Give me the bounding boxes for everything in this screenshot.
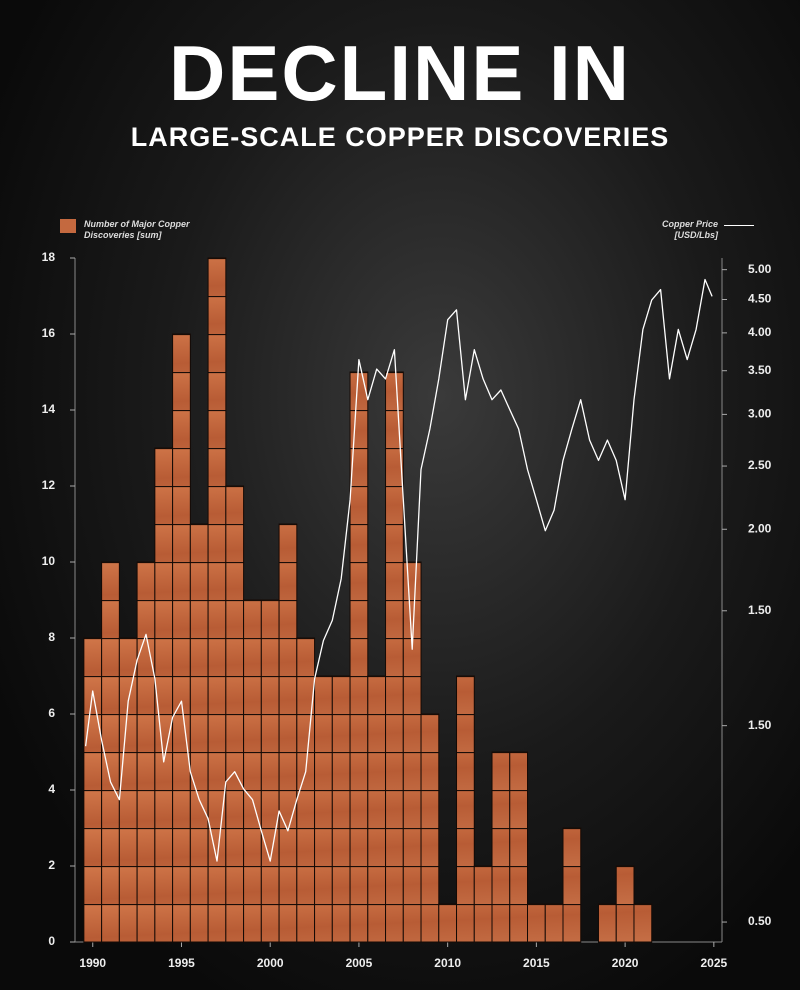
bar: [314, 675, 333, 943]
bar: [172, 333, 191, 943]
y2-tick-label: 3.50: [748, 363, 772, 377]
bar: [491, 751, 511, 943]
y2-tick-label: 3.00: [748, 407, 772, 421]
y2-tick-label: 1.50: [748, 603, 772, 617]
y2-tick-label: 4.50: [748, 292, 772, 306]
bar: [154, 447, 174, 943]
bar: [544, 903, 564, 943]
x-tick-label: 2005: [346, 956, 373, 970]
x-tick-label: 2015: [523, 956, 550, 970]
chart-title: DECLINE IN: [168, 29, 632, 117]
bar: [136, 561, 156, 943]
bar: [83, 637, 103, 943]
bar: [633, 903, 653, 943]
y-tick-label: 10: [42, 554, 56, 568]
y-tick-label: 4: [48, 782, 55, 796]
bar: [189, 523, 209, 943]
y-tick-label: 14: [42, 402, 56, 416]
price-line: [84, 278, 713, 862]
bar: [243, 599, 262, 943]
y2-tick-label: 2.00: [748, 521, 772, 535]
x-tick-label: 2010: [434, 956, 461, 970]
y2-tick-label: 0.50: [748, 914, 772, 928]
bar: [420, 713, 440, 943]
x-tick-label: 1990: [79, 956, 106, 970]
legend-swatch: [60, 219, 76, 233]
bar: [527, 903, 546, 943]
bar: [367, 675, 387, 943]
y2-tick-label: 5.00: [748, 262, 772, 276]
y-tick-label: 0: [48, 934, 55, 948]
bar: [597, 903, 617, 943]
chart-subtitle: LARGE-SCALE COPPER DISCOVERIES: [130, 122, 670, 152]
bar: [225, 485, 245, 943]
x-tick-label: 2025: [700, 956, 727, 970]
y2-tick-label: 4.00: [748, 325, 772, 339]
legend-entry: Number of Major Copper Discoveries [sum]: [84, 219, 190, 240]
bar: [509, 751, 529, 943]
y-tick-label: 12: [42, 478, 56, 492]
bar: [349, 371, 369, 943]
bar: [456, 675, 475, 943]
y2-tick-label: 2.50: [748, 458, 772, 472]
bar: [615, 865, 635, 943]
bar: [473, 865, 493, 943]
bar: [331, 675, 351, 943]
bar: [402, 561, 422, 943]
y-tick-label: 8: [48, 630, 55, 644]
y-tick-label: 16: [42, 326, 56, 340]
y-tick-label: 18: [42, 250, 56, 264]
bar: [562, 827, 582, 943]
legend-swatch: [724, 225, 754, 226]
y-tick-label: 6: [48, 706, 55, 720]
bar: [278, 523, 298, 943]
legend-entry: Copper Price [USD/Lbs]: [661, 219, 718, 240]
bar: [118, 637, 138, 943]
x-tick-label: 2000: [257, 956, 284, 970]
x-tick-label: 2020: [612, 956, 639, 970]
bar: [438, 903, 458, 943]
x-tick-label: 1995: [168, 956, 195, 970]
y-tick-label: 2: [48, 858, 55, 872]
bar: [207, 257, 227, 943]
bar: [260, 599, 280, 943]
y2-tick-label: 1.50: [748, 718, 772, 732]
